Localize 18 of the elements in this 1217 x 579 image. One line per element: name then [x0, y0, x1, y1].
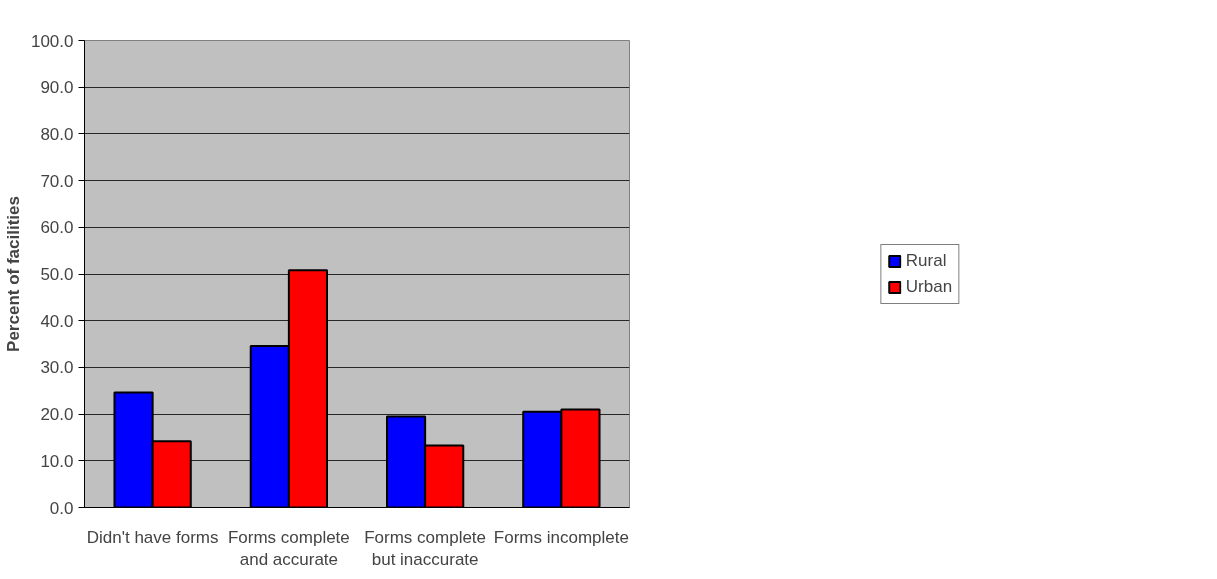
x-tick-label: Didn't have forms: [86, 527, 219, 547]
x-tick-label: Forms complete and accurate: [227, 527, 350, 570]
legend-label: Urban: [905, 276, 953, 297]
y-axis-title: Percent of facilities: [3, 196, 23, 352]
y-tick-label: 40.0: [40, 311, 74, 331]
y-tick-label: 20.0: [40, 405, 74, 425]
legend-label: Rural: [905, 250, 947, 271]
y-tick-label: 100.0: [30, 31, 74, 51]
y-tick-label: 10.0: [40, 451, 74, 471]
y-tick-label: 30.0: [40, 358, 74, 378]
y-tick-label: 90.0: [40, 78, 74, 98]
x-tick-label: Forms complete but inaccurate: [364, 527, 487, 570]
y-tick-label: 0.0: [49, 498, 74, 518]
x-tick-label: Forms incomplete: [493, 527, 629, 547]
y-tick-label: 80.0: [40, 124, 74, 144]
y-tick-label: 60.0: [40, 218, 74, 238]
y-tick-label: 70.0: [40, 171, 74, 191]
y-tick-label: 50.0: [40, 265, 74, 284]
